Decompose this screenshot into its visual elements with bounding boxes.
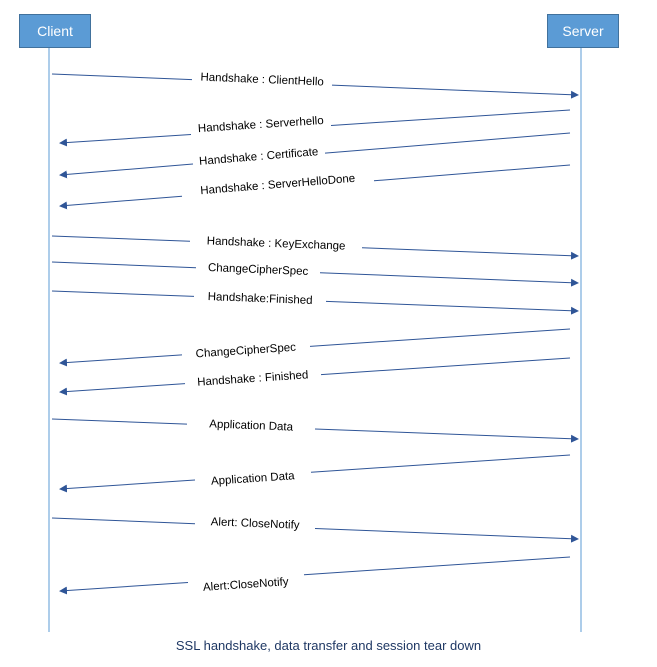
message-6: ChangeCipherSpec — [51, 261, 579, 287]
message-line-end — [59, 479, 196, 493]
client-actor-box: Client — [19, 14, 91, 48]
message-line-end — [361, 247, 579, 260]
message-label: ChangeCipherSpec — [208, 262, 309, 278]
message-line-start — [310, 454, 571, 473]
message-8: ChangeCipherSpec — [59, 328, 571, 367]
message-line-end — [314, 528, 579, 543]
message-label: Alert: CloseNotify — [210, 516, 299, 532]
message-7: Handshake:Finished — [51, 290, 579, 315]
server-actor-box: Server — [547, 14, 619, 48]
message-12: Alert: CloseNotify — [51, 516, 579, 543]
message-label: Handshake : Finished — [197, 369, 309, 388]
message-line-start — [309, 328, 571, 347]
message-label: Handshake:Finished — [208, 291, 313, 307]
message-1: Handshake : ClientHello — [51, 72, 579, 99]
message-label: ChangeCipherSpec — [195, 342, 296, 361]
message-line-end — [59, 383, 186, 396]
message-label: Application Data — [211, 470, 296, 488]
message-label: Handshake : Certificate — [199, 146, 319, 168]
message-label: Handshake : ServerHelloDone — [200, 173, 356, 197]
message-label: Application Data — [209, 418, 294, 433]
message-line-start — [320, 357, 571, 376]
message-11: Application Data — [59, 454, 571, 493]
message-line-start — [330, 109, 571, 126]
message-line-start — [51, 261, 197, 269]
message-3: Handshake : Certificate — [59, 132, 571, 179]
message-line-end — [314, 428, 579, 443]
message-4: Handshake : ServerHelloDone — [59, 164, 571, 210]
message-line-end — [319, 272, 579, 287]
message-line-end — [59, 354, 183, 367]
message-line-end — [59, 195, 183, 210]
message-line-start — [324, 132, 571, 154]
message-line-start — [51, 418, 188, 425]
message-13: Alert:CloseNotify — [59, 556, 571, 595]
diagram-caption: SSL handshake, data transfer and session… — [175, 638, 482, 653]
message-line-start — [373, 164, 571, 182]
message-line-end — [59, 163, 194, 179]
message-label: Handshake : ClientHello — [200, 72, 324, 89]
message-line-end — [325, 300, 579, 315]
message-line-end — [59, 581, 189, 595]
server-actor-label: Server — [562, 23, 604, 39]
message-line-start — [51, 235, 191, 242]
message-line-start — [51, 290, 195, 297]
message-list: Handshake : ClientHello Handshake : Serve… — [51, 72, 579, 595]
message-5: Handshake : KeyExchange — [51, 235, 579, 260]
message-10: Application Data — [51, 418, 579, 443]
message-2: Handshake : Serverhello — [59, 109, 571, 147]
message-9: Handshake : Finished — [59, 357, 571, 396]
message-label: Handshake : Serverhello — [198, 115, 324, 135]
message-label: Handshake : KeyExchange — [207, 235, 346, 252]
message-line-start — [303, 556, 571, 576]
message-line-end — [59, 134, 192, 147]
message-line-start — [51, 517, 196, 525]
message-label: Alert:CloseNotify — [203, 576, 289, 594]
message-line-start — [51, 73, 193, 81]
message-line-end — [331, 84, 579, 99]
client-actor-label: Client — [37, 23, 73, 39]
